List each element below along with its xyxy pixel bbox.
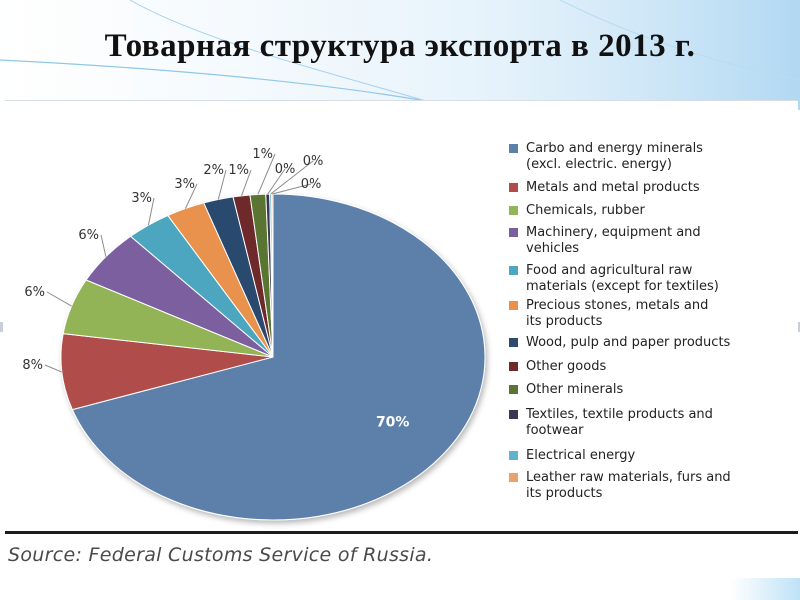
pie-data-label: 6% bbox=[24, 285, 45, 300]
pie-data-label: 3% bbox=[131, 191, 152, 206]
pie-data-label: 0% bbox=[303, 154, 324, 169]
pie-data-label: 0% bbox=[301, 177, 322, 192]
pie-leader-line bbox=[272, 183, 312, 195]
pie-data-label: 3% bbox=[174, 177, 195, 192]
legend-swatch bbox=[509, 266, 518, 275]
pie-data-label: 1% bbox=[252, 147, 273, 162]
legend-swatch bbox=[509, 473, 518, 482]
pie-leader-line bbox=[147, 197, 155, 226]
legend-swatch bbox=[509, 338, 518, 347]
chart-legend: Carbo and energy minerals(excl. electric… bbox=[509, 141, 731, 501]
legend-label: Carbo and energy minerals bbox=[526, 141, 703, 156]
pie-leader-line bbox=[257, 153, 276, 195]
legend-label: its products bbox=[526, 314, 603, 329]
legend-label: Other goods bbox=[526, 359, 606, 374]
pie-leader-line bbox=[217, 169, 227, 200]
pie-leader-line bbox=[100, 234, 107, 257]
legend-label: Food and agricultural raw bbox=[526, 263, 693, 278]
resize-handle-left bbox=[0, 322, 3, 332]
legend-label: Chemicals, rubber bbox=[526, 203, 645, 218]
corner-decoration bbox=[730, 578, 800, 600]
pie-data-label: 2% bbox=[203, 163, 224, 178]
resize-handle-right bbox=[797, 322, 800, 332]
legend-label: vehicles bbox=[526, 241, 579, 256]
legend-label: (excl. electric. energy) bbox=[526, 157, 672, 172]
divider-line bbox=[5, 531, 798, 534]
legend-swatch bbox=[509, 451, 518, 460]
legend-swatch bbox=[509, 362, 518, 371]
legend-label: Electrical energy bbox=[526, 448, 635, 463]
legend-label: Other minerals bbox=[526, 382, 623, 397]
legend-swatch bbox=[509, 206, 518, 215]
pie-labels: 70%8%6%6%3%3%2% 1%1%0%0%0% bbox=[22, 147, 409, 430]
pie-slices bbox=[60, 193, 486, 521]
legend-swatch bbox=[509, 410, 518, 419]
pie-leader-line bbox=[184, 183, 198, 209]
legend-label: Precious stones, metals and bbox=[526, 298, 708, 313]
pie-leader-line bbox=[46, 291, 72, 307]
pie-data-label: 8% bbox=[22, 358, 43, 373]
pie-data-label: 70% bbox=[376, 414, 410, 430]
pie-slice-1 bbox=[71, 193, 486, 521]
legend-label: footwear bbox=[526, 423, 584, 438]
legend-swatch bbox=[509, 183, 518, 192]
pie-chart: 70%8%6%6%3%3%2% 1%1%0%0%0%Carbo and energ… bbox=[22, 141, 731, 521]
legend-label: Machinery, equipment and bbox=[526, 225, 701, 240]
pie-leader-line bbox=[241, 169, 252, 196]
legend-label: Leather raw materials, furs and bbox=[526, 470, 731, 485]
legend-swatch bbox=[509, 301, 518, 310]
legend-swatch bbox=[509, 228, 518, 237]
pie-leader-line bbox=[267, 168, 286, 195]
legend-label: Metals and metal products bbox=[526, 180, 700, 195]
pie-leader-line bbox=[44, 364, 63, 373]
legend-swatch bbox=[509, 385, 518, 394]
legend-label: its products bbox=[526, 486, 603, 501]
source-caption: Source: Federal Customs Service of Russi… bbox=[8, 544, 434, 566]
pie-slice-2 bbox=[60, 333, 274, 411]
pie-leader-line bbox=[270, 160, 314, 195]
pie-data-label: 6% bbox=[78, 228, 99, 243]
legend-label: Wood, pulp and paper products bbox=[526, 335, 731, 350]
legend-label: materials (except for textiles) bbox=[526, 279, 719, 294]
slide-title: Товарная структура экспорта в 2013 г. bbox=[104, 28, 696, 64]
legend-swatch bbox=[509, 144, 518, 153]
legend-label: Textiles, textile products and bbox=[525, 407, 713, 422]
chart-frame: 70% 8% 6% 6% 3% 3% 2% 1% 1% 0% 0% 0% Carbo and energ… bbox=[5, 100, 798, 531]
pie-data-label: 0% bbox=[275, 162, 296, 177]
pie-data-label: 1% bbox=[228, 163, 249, 178]
